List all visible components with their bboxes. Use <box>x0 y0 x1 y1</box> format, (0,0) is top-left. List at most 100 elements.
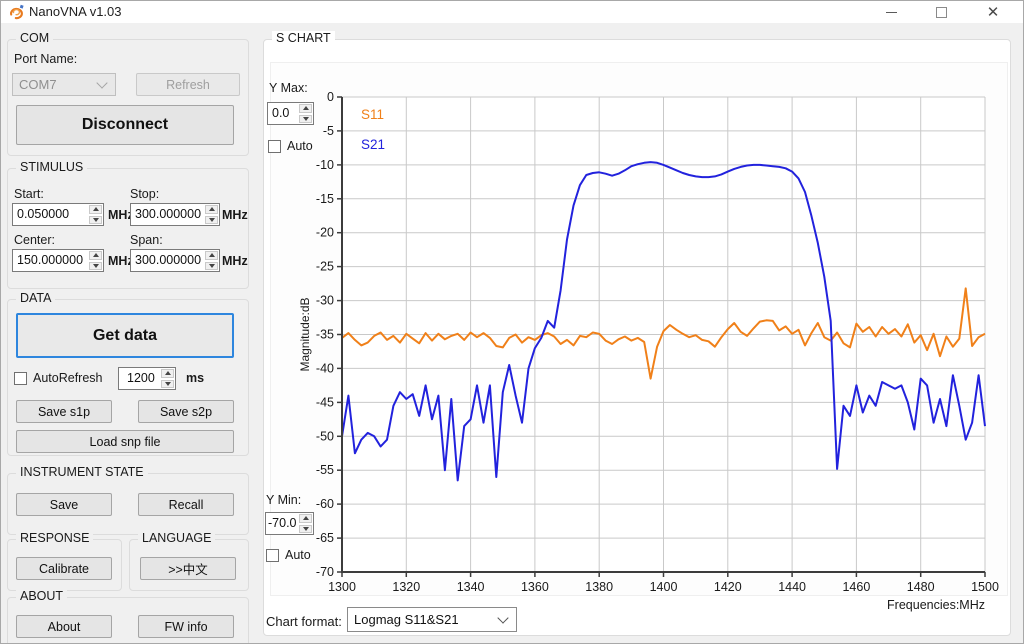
spin-down-icon <box>92 263 99 268</box>
state-recall-label: Recall <box>168 497 204 512</box>
span-spinner[interactable] <box>204 250 219 271</box>
start-unit-label: MHz <box>108 208 134 222</box>
data-group-caption: DATA <box>16 291 56 305</box>
titlebar: NanoVNA v1.03 ✕ <box>1 1 1023 23</box>
load-snp-button[interactable]: Load snp file <box>16 430 234 453</box>
spin-down-icon <box>208 263 215 268</box>
chart-format-value: Logmag S11&S21 <box>354 612 459 627</box>
span-label: Span: <box>130 233 163 247</box>
chart-format-select[interactable]: Logmag S11&S21 <box>347 607 517 632</box>
com-group: COM Port Name: COM7 Refresh Disconnect <box>7 31 249 156</box>
get-data-button-label: Get data <box>92 326 157 344</box>
state-save-label: Save <box>49 497 79 512</box>
app-logo-icon <box>10 4 24 20</box>
stop-unit-label: MHz <box>222 208 248 222</box>
center-spinner[interactable] <box>88 250 103 271</box>
spin-up-icon <box>92 207 99 212</box>
spin-up-icon <box>208 253 215 258</box>
maximize-icon <box>935 6 947 18</box>
about-group: ABOUT About FW info <box>7 589 249 643</box>
spin-up-icon <box>302 516 309 521</box>
save-s1p-label: Save s1p <box>37 404 91 419</box>
stimulus-group-caption: STIMULUS <box>16 160 88 174</box>
spin-up-icon <box>302 106 309 111</box>
data-group: DATA Get data AutoRefresh 1200 ms Save s… <box>7 291 249 456</box>
spin-down-icon <box>208 217 215 222</box>
maximize-button[interactable] <box>919 1 963 23</box>
center-input[interactable]: 150.000000 <box>12 249 104 272</box>
s-chart-caption: S CHART <box>272 31 335 45</box>
y-max-spinner[interactable] <box>298 103 313 124</box>
get-data-button[interactable]: Get data <box>16 313 234 358</box>
disconnect-button-label: Disconnect <box>81 116 169 133</box>
start-label: Start: <box>14 187 44 201</box>
y-min-input[interactable]: -70.0 <box>265 512 314 535</box>
spin-up-icon <box>92 253 99 258</box>
y-max-input[interactable]: 0.0 <box>267 102 314 125</box>
spin-down-icon <box>302 526 309 531</box>
start-spinner[interactable] <box>88 204 103 225</box>
response-caption: RESPONSE <box>16 531 94 545</box>
disconnect-button[interactable]: Disconnect <box>16 105 234 145</box>
refresh-button[interactable]: Refresh <box>136 73 240 96</box>
spin-down-icon <box>92 217 99 222</box>
y-max-label: Y Max: <box>269 81 308 95</box>
autorefresh-checkbox[interactable] <box>14 371 27 385</box>
minimize-button[interactable] <box>869 1 913 23</box>
start-value: 0.050000 <box>17 207 70 221</box>
y-min-auto-checkbox[interactable] <box>266 548 279 562</box>
state-recall-button[interactable]: Recall <box>138 493 234 516</box>
y-min-label: Y Min: <box>266 493 302 507</box>
refresh-button-label: Refresh <box>166 77 210 92</box>
fw-info-button[interactable]: FW info <box>138 615 234 638</box>
port-name-label: Port Name: <box>14 52 78 66</box>
y-min-auto-row: Auto <box>266 548 311 562</box>
stop-spinner[interactable] <box>204 204 219 225</box>
stop-input[interactable]: 300.000000 <box>130 203 220 226</box>
y-max-auto-label: Auto <box>287 139 313 153</box>
y-max-auto-row: Auto <box>268 139 313 153</box>
state-save-button[interactable]: Save <box>16 493 112 516</box>
interval-spinner[interactable] <box>160 368 175 389</box>
about-button[interactable]: About <box>16 615 112 638</box>
about-caption: ABOUT <box>16 589 68 603</box>
y-min-value: -70.0 <box>268 516 297 530</box>
center-value: 150.000000 <box>17 253 84 267</box>
refresh-interval-input[interactable]: 1200 <box>118 367 176 390</box>
center-label: Center: <box>14 233 55 247</box>
start-input[interactable]: 0.050000 <box>12 203 104 226</box>
instrument-state-group: INSTRUMENT STATE Save Recall <box>7 465 249 535</box>
refresh-interval-value: 1200 <box>127 371 155 385</box>
stop-label: Stop: <box>130 187 160 201</box>
y-max-value: 0.0 <box>272 106 290 120</box>
com-group-caption: COM <box>16 31 54 45</box>
spin-down-icon <box>302 116 309 121</box>
calibrate-button[interactable]: Calibrate <box>16 557 112 580</box>
save-s2p-label: Save s2p <box>159 404 213 419</box>
y-max-auto-checkbox[interactable] <box>268 139 281 153</box>
y-min-spinner[interactable] <box>298 513 313 534</box>
close-button[interactable]: ✕ <box>967 1 1019 23</box>
about-button-label: About <box>47 619 81 634</box>
x-axis-title: Frequencies:MHz <box>887 598 985 612</box>
close-icon: ✕ <box>986 4 1000 21</box>
s-chart-group: S CHART Y Max: 0.0 Auto Y Min: -70.0 Aut… <box>263 31 1011 636</box>
stop-value: 300.000000 <box>135 207 202 221</box>
span-input[interactable]: 300.000000 <box>130 249 220 272</box>
autorefresh-label: AutoRefresh <box>33 371 103 385</box>
autorefresh-row: AutoRefresh <box>14 371 102 385</box>
window-title: NanoVNA v1.03 <box>29 4 122 19</box>
chart-format-label: Chart format: <box>266 614 342 629</box>
span-value: 300.000000 <box>135 253 202 267</box>
fw-info-label: FW info <box>164 619 208 634</box>
com-port-select[interactable]: COM7 <box>12 73 116 96</box>
chevron-down-icon <box>96 76 108 89</box>
load-snp-label: Load snp file <box>89 434 161 449</box>
save-s1p-button[interactable]: Save s1p <box>16 400 112 423</box>
language-button-label: >>中文 <box>168 563 208 577</box>
instrument-state-caption: INSTRUMENT STATE <box>16 465 148 479</box>
language-button[interactable]: >>中文 <box>140 557 236 580</box>
com-port-value: COM7 <box>19 77 57 92</box>
save-s2p-button[interactable]: Save s2p <box>138 400 234 423</box>
